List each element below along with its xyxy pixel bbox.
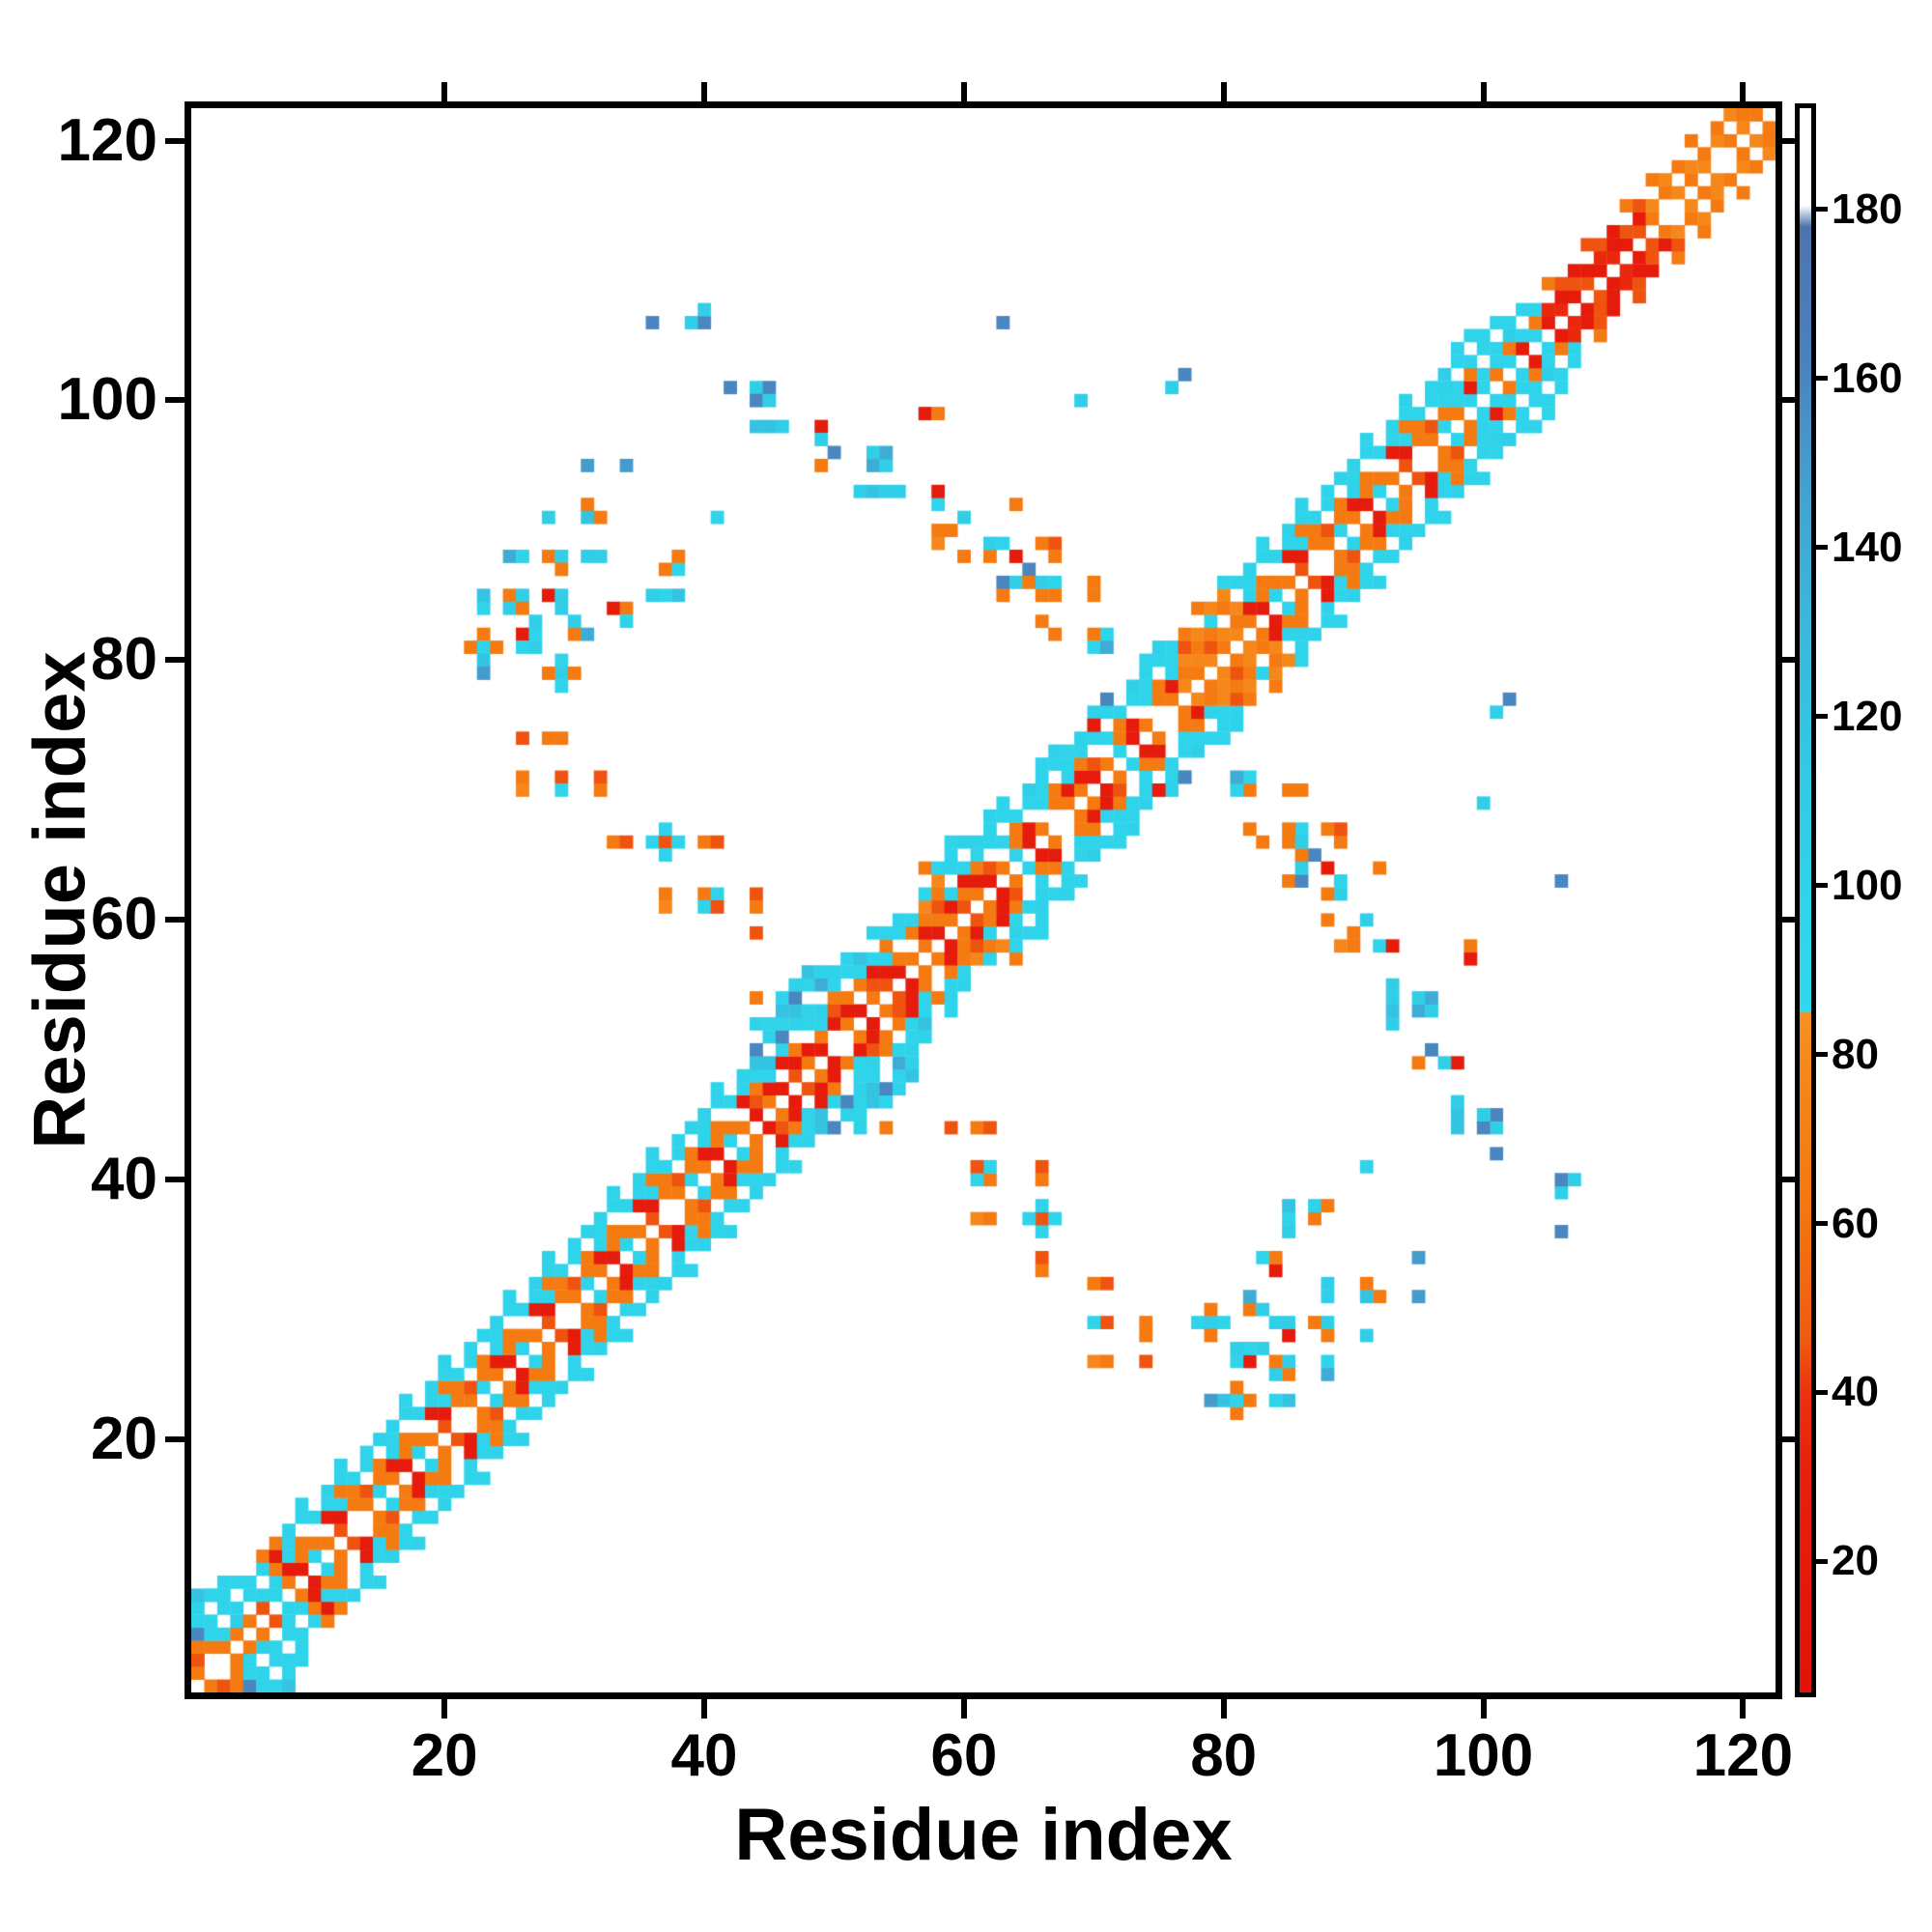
y-tick-label: 60 <box>91 886 157 953</box>
x-tick-label: 20 <box>411 1722 478 1789</box>
x-tick-label: 100 <box>1433 1722 1534 1789</box>
y-tick-right <box>1782 137 1802 144</box>
colorbar-tick-label: 120 <box>1832 692 1903 740</box>
colorbar-tick-label: 180 <box>1832 185 1903 233</box>
x-tick-label: 40 <box>670 1722 738 1789</box>
y-tick <box>165 917 185 923</box>
colorbar-tick <box>1816 376 1828 382</box>
x-tick <box>1220 1699 1227 1719</box>
y-tick <box>165 657 185 664</box>
y-tick-right <box>1782 397 1802 404</box>
colorbar-tick <box>1816 1558 1828 1564</box>
colorbar-tick-label: 60 <box>1832 1199 1879 1247</box>
x-tick-top <box>960 82 967 101</box>
x-tick-label: 80 <box>1190 1722 1258 1789</box>
y-tick <box>165 397 185 404</box>
colorbar-tick <box>1816 207 1828 213</box>
y-tick-label: 120 <box>57 106 157 174</box>
x-tick <box>441 1699 448 1719</box>
plot-frame <box>185 101 1782 1699</box>
y-tick-label: 100 <box>57 366 157 434</box>
colorbar-tick <box>1816 883 1828 889</box>
x-tick <box>700 1699 707 1719</box>
y-tick-right <box>1782 1435 1802 1442</box>
x-tick <box>960 1699 967 1719</box>
y-tick-label: 40 <box>91 1146 157 1213</box>
colorbar-tick <box>1816 1221 1828 1227</box>
colorbar-tick-label: 40 <box>1832 1368 1879 1416</box>
y-tick-label: 20 <box>91 1405 157 1472</box>
x-axis-title: Residue index <box>734 1794 1233 1876</box>
colorbar-tick-label: 140 <box>1832 523 1903 571</box>
x-tick <box>1480 1699 1487 1719</box>
y-tick-right <box>1782 657 1802 664</box>
y-tick-right <box>1782 917 1802 923</box>
colorbar-tick-label: 100 <box>1832 861 1903 909</box>
x-tick-top <box>441 82 448 101</box>
y-axis-title: Residue index <box>18 651 101 1150</box>
colorbar-tick <box>1816 714 1828 720</box>
colorbar-tick-label: 80 <box>1832 1030 1879 1078</box>
y-tick-label: 80 <box>91 626 157 694</box>
colorbar-tick <box>1816 545 1828 551</box>
colorbar-tick-label: 160 <box>1832 354 1903 402</box>
colorbar-gradient <box>1800 108 1811 1692</box>
colorbar-tick <box>1816 1052 1828 1058</box>
colorbar-tick <box>1816 1389 1828 1395</box>
x-tick-top <box>700 82 707 101</box>
x-tick-label: 60 <box>930 1722 998 1789</box>
y-tick <box>165 137 185 144</box>
y-tick <box>165 1177 185 1183</box>
x-tick <box>1740 1699 1747 1719</box>
x-tick-top <box>1480 82 1487 101</box>
y-tick-right <box>1782 1177 1802 1183</box>
x-tick-top <box>1740 82 1747 101</box>
colorbar-tick-label: 20 <box>1832 1537 1879 1585</box>
contact-map-canvas <box>191 108 1776 1692</box>
x-tick-top <box>1220 82 1227 101</box>
y-tick <box>165 1435 185 1442</box>
colorbar-frame <box>1795 103 1816 1697</box>
x-tick-label: 120 <box>1692 1722 1794 1789</box>
